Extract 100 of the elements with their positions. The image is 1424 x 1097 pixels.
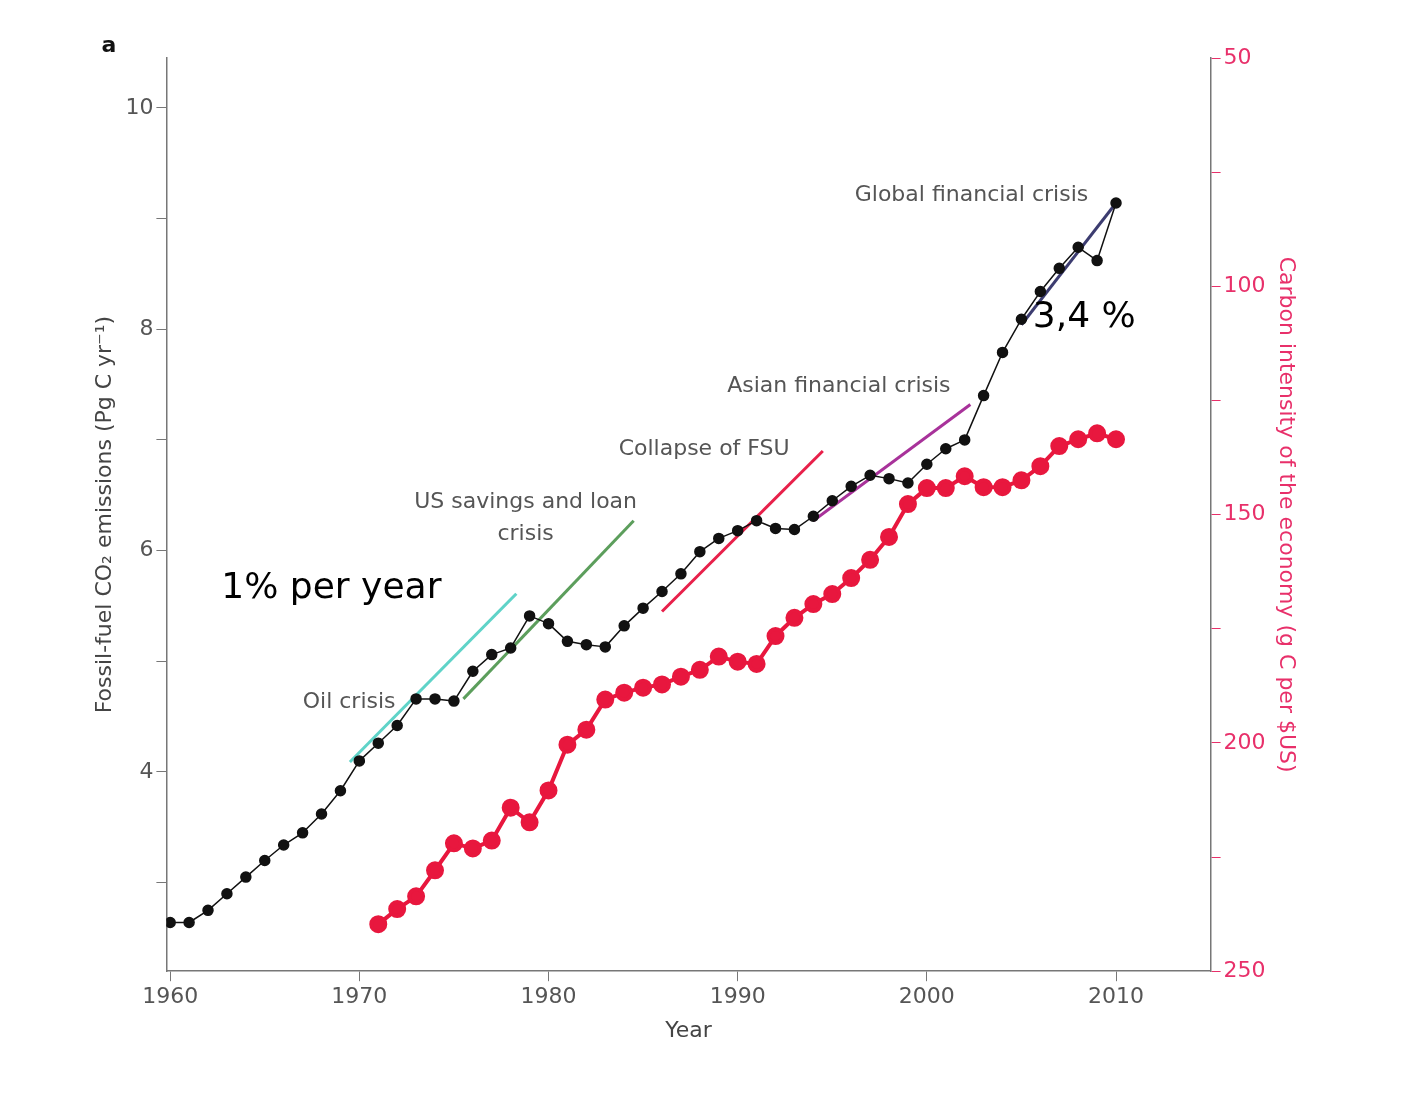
point bbox=[769, 522, 782, 535]
annotation: Global financial crisis bbox=[854, 180, 1089, 206]
point bbox=[426, 861, 445, 880]
point bbox=[785, 608, 804, 627]
y2-tick-label: 200 bbox=[1223, 728, 1266, 754]
point bbox=[353, 755, 366, 767]
point bbox=[202, 904, 214, 917]
point bbox=[883, 472, 895, 485]
point bbox=[974, 478, 993, 497]
x-tick-label: 1970 bbox=[331, 983, 388, 1009]
point bbox=[558, 735, 577, 754]
point bbox=[486, 648, 498, 661]
y-tick-label: 6 bbox=[139, 536, 154, 562]
x-tick-label: 1960 bbox=[142, 983, 199, 1009]
point bbox=[277, 839, 290, 851]
point bbox=[728, 652, 747, 671]
y2-axis-title: Carbon intensity of the economy (g C per $US) bbox=[1275, 256, 1301, 773]
point bbox=[747, 654, 766, 673]
point bbox=[448, 695, 460, 707]
y-tick-label: 10 bbox=[125, 93, 154, 119]
point bbox=[804, 595, 823, 614]
point bbox=[580, 638, 593, 651]
point bbox=[637, 602, 649, 614]
point bbox=[713, 532, 725, 545]
point bbox=[653, 675, 672, 694]
annotation: Collapse of FSU bbox=[618, 434, 790, 460]
point bbox=[467, 665, 479, 677]
point bbox=[861, 550, 880, 569]
point bbox=[1031, 457, 1050, 476]
point bbox=[1069, 430, 1088, 449]
point bbox=[240, 871, 252, 883]
point bbox=[1012, 471, 1031, 490]
point bbox=[407, 887, 426, 906]
point bbox=[671, 667, 690, 686]
point bbox=[1110, 197, 1122, 209]
point bbox=[444, 834, 463, 853]
x-axis-title: Year bbox=[664, 1016, 713, 1042]
y2-tick-label: 50 bbox=[1223, 43, 1252, 69]
point bbox=[823, 585, 842, 604]
text: a bbox=[101, 31, 117, 57]
point bbox=[539, 781, 558, 800]
point bbox=[634, 678, 653, 697]
point bbox=[596, 690, 615, 709]
point bbox=[1072, 241, 1084, 254]
y2-tick-label: 250 bbox=[1223, 956, 1266, 982]
point bbox=[788, 523, 801, 536]
point bbox=[315, 808, 328, 820]
point bbox=[656, 585, 668, 598]
point bbox=[259, 854, 271, 867]
point bbox=[996, 346, 1009, 359]
point bbox=[1088, 424, 1107, 443]
point bbox=[1015, 313, 1028, 325]
point bbox=[615, 683, 634, 702]
x-tick-label: 2010 bbox=[1088, 983, 1145, 1009]
point bbox=[936, 479, 955, 498]
point bbox=[845, 480, 857, 493]
point bbox=[864, 469, 876, 482]
point bbox=[709, 647, 728, 666]
point bbox=[842, 569, 861, 588]
point bbox=[958, 434, 971, 446]
point bbox=[482, 831, 501, 850]
x-tick-label: 1990 bbox=[709, 983, 766, 1009]
point bbox=[977, 389, 990, 402]
point bbox=[501, 798, 520, 817]
point bbox=[369, 915, 388, 934]
point bbox=[542, 617, 555, 630]
annotation: US savings and loan crisis bbox=[414, 487, 638, 545]
point bbox=[577, 720, 596, 739]
annotation: 1% per year bbox=[221, 564, 442, 606]
y-tick-label: 4 bbox=[139, 757, 154, 783]
point bbox=[523, 610, 536, 622]
y2-tick-label: 100 bbox=[1223, 272, 1266, 298]
point bbox=[504, 642, 517, 654]
point bbox=[618, 620, 630, 632]
point bbox=[766, 627, 785, 646]
point bbox=[940, 442, 952, 455]
point bbox=[463, 839, 482, 858]
annotation: 3,4 % bbox=[1032, 293, 1136, 335]
y-tick-label: 8 bbox=[139, 314, 154, 340]
point bbox=[1034, 285, 1047, 298]
point bbox=[955, 467, 974, 486]
point bbox=[599, 641, 612, 653]
point bbox=[520, 813, 539, 832]
point bbox=[690, 660, 709, 679]
y2-tick-label: 150 bbox=[1223, 500, 1266, 526]
y-axis-title: Fossil-fuel CO₂ emissions (Pg C yr⁻¹) bbox=[90, 315, 116, 714]
point bbox=[826, 495, 839, 507]
point bbox=[1053, 262, 1066, 275]
point bbox=[1107, 430, 1126, 449]
point bbox=[296, 827, 309, 839]
point bbox=[388, 900, 407, 919]
x-tick-label: 1980 bbox=[520, 983, 577, 1009]
point bbox=[391, 719, 403, 732]
point bbox=[372, 737, 385, 749]
point bbox=[898, 495, 917, 514]
point bbox=[1091, 254, 1103, 267]
x-tick-label: 2000 bbox=[898, 983, 955, 1009]
annotation: Asian financial crisis bbox=[727, 372, 951, 398]
point bbox=[675, 568, 687, 580]
point bbox=[166, 916, 176, 929]
